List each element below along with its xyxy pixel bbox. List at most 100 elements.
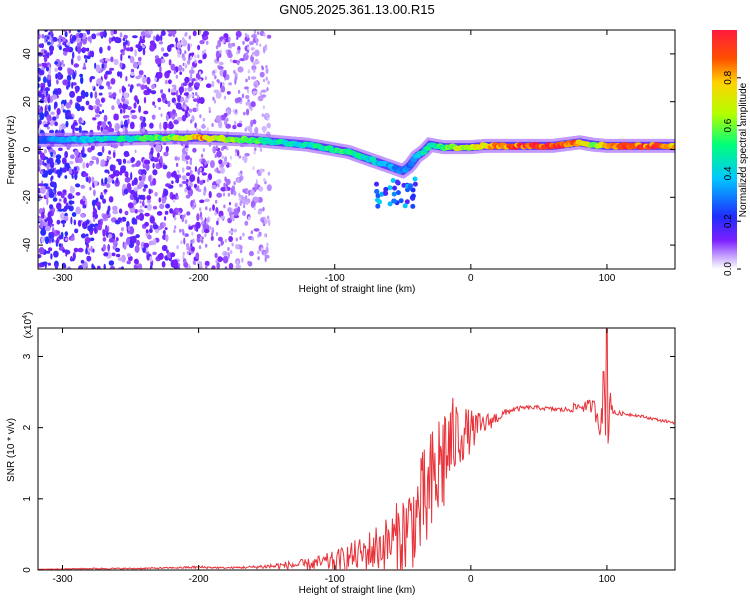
noise-speckle: [211, 123, 214, 127]
noise-speckle: [46, 74, 52, 81]
noise-speckle: [154, 77, 157, 82]
noise-speckle: [259, 91, 262, 96]
noise-speckle: [97, 124, 101, 131]
noise-speckle: [252, 53, 255, 58]
noise-speckle: [44, 149, 47, 154]
noise-speckle: [228, 36, 231, 43]
noise-speckle: [184, 50, 187, 55]
noise-speckle: [131, 217, 137, 225]
y-tick-label: 40: [22, 48, 33, 60]
noise-speckle: [133, 199, 137, 206]
noise-speckle: [237, 89, 241, 94]
noise-speckle: [89, 219, 92, 224]
noise-speckle: [43, 123, 49, 128]
noise-speckle: [212, 145, 217, 154]
noise-speckle: [194, 59, 197, 64]
noise-speckle: [254, 83, 257, 88]
noise-speckle: [162, 222, 166, 228]
x-tick-label: -300: [52, 574, 72, 585]
noise-speckle: [251, 34, 257, 39]
noise-speckle: [158, 252, 164, 260]
noise-speckle: [215, 91, 222, 99]
noise-speckle: [223, 204, 226, 209]
y-tick-label: -40: [22, 237, 33, 252]
noise-speckle: [171, 194, 177, 201]
noise-speckle: [70, 236, 75, 241]
noise-speckle: [137, 170, 142, 174]
noise-speckle: [222, 192, 226, 197]
noise-speckle: [57, 208, 64, 212]
noise-speckle: [54, 121, 58, 127]
noise-speckle: [123, 188, 129, 195]
noise-speckle: [229, 212, 233, 218]
noise-speckle: [249, 129, 253, 134]
noise-speckle: [87, 251, 91, 256]
noise-speckle: [71, 81, 74, 89]
noise-speckle: [218, 120, 223, 129]
noise-speckle: [104, 58, 111, 62]
noise-speckle: [238, 172, 241, 177]
noise-speckle: [182, 147, 186, 155]
noise-speckle: [224, 266, 228, 269]
noise-speckle: [254, 49, 260, 57]
ridge-tail-cell: [374, 181, 379, 187]
noise-speckle: [152, 224, 159, 230]
noise-speckle: [40, 220, 44, 229]
noise-speckle: [213, 99, 217, 104]
noise-speckle: [257, 210, 262, 215]
noise-speckle: [131, 114, 138, 120]
noise-speckle: [94, 180, 98, 187]
ridge-tail-cell: [412, 181, 418, 187]
noise-speckle: [229, 44, 232, 49]
noise-speckle: [154, 105, 157, 108]
noise-speckle: [161, 244, 168, 252]
noise-speckle: [182, 39, 187, 47]
noise-speckle: [62, 189, 67, 194]
noise-speckle: [112, 92, 117, 98]
noise-speckle: [184, 233, 189, 238]
noise-speckle: [70, 154, 75, 159]
noise-speckle: [239, 249, 243, 254]
noise-speckle: [203, 228, 210, 234]
noise-speckle: [250, 189, 255, 196]
noise-speckle: [221, 155, 224, 160]
ridge-tail-cell: [383, 186, 389, 192]
noise-speckle: [224, 176, 227, 182]
noise-speckle: [211, 229, 214, 234]
noise-speckle: [141, 173, 146, 182]
noise-speckle: [183, 92, 189, 96]
noise-speckle: [121, 227, 124, 232]
noise-speckle: [175, 179, 178, 183]
noise-speckle: [56, 219, 61, 225]
noise-speckle: [252, 91, 256, 96]
noise-speckle: [85, 58, 88, 63]
noise-speckle: [225, 123, 232, 129]
noise-speckle: [261, 113, 264, 118]
colorbar: 0.0 0.2 0.4 0.6 0.8 Normalized spectral ampl…: [712, 30, 749, 276]
noise-speckle: [169, 208, 174, 214]
noise-speckle: [167, 79, 172, 85]
noise-speckle: [130, 172, 133, 180]
noise-speckle: [250, 119, 254, 128]
noise-speckle: [112, 209, 119, 215]
noise-speckle: [139, 35, 142, 43]
noise-speckle: [172, 259, 179, 267]
noise-speckle: [252, 119, 257, 125]
noise-speckle: [60, 103, 65, 111]
noise-speckle: [149, 30, 153, 35]
noise-speckle: [86, 162, 89, 168]
noise-speckle: [162, 52, 169, 57]
noise-speckle: [149, 45, 156, 52]
noise-speckle: [241, 257, 244, 263]
noise-speckle: [227, 247, 230, 251]
noise-speckle: [65, 114, 71, 120]
noise-speckle: [186, 211, 191, 216]
snr-line: [38, 328, 675, 570]
noise-speckle: [139, 180, 145, 188]
noise-speckle: [245, 95, 250, 99]
noise-speckle: [118, 208, 123, 214]
noise-speckle: [134, 49, 137, 57]
noise-speckle: [72, 128, 75, 134]
noise-speckle: [160, 34, 163, 42]
noise-speckle: [38, 183, 44, 187]
